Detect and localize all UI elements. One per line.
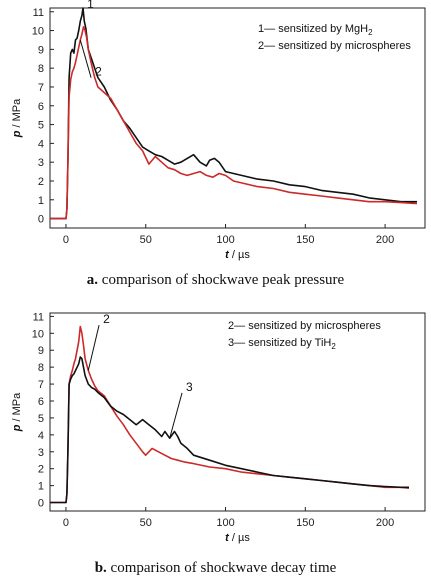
series-line-3 — [50, 356, 409, 504]
x-tick-label: 150 — [296, 517, 314, 529]
y-axis-label: p / MPa — [11, 392, 23, 432]
y-tick-label: 2 — [38, 464, 44, 476]
legend-dash: — — [234, 337, 248, 349]
y-tick-label: 2 — [38, 176, 44, 188]
y-tick-label: 0 — [38, 498, 44, 510]
legend-entry-3: 3— sensitized by TiH2 — [228, 337, 336, 351]
legend-dash: — — [234, 320, 248, 332]
legend-text: sensitized by microspheres — [278, 40, 411, 52]
y-tick-label: 8 — [38, 362, 44, 374]
x-axis-var: t — [225, 249, 230, 261]
y-axis-label: p / MPa — [11, 98, 23, 138]
legend-number: 2 — [258, 40, 264, 52]
x-axis-label: t / µs — [225, 249, 250, 261]
chart-b: 0 1 2 3 4 5 6 7 8 9 10 11 0 50 100 150 200 t / µs p / MPa 2… — [11, 311, 426, 544]
y-axis-var: p — [11, 424, 23, 432]
curve-leader-2 — [79, 39, 92, 78]
y-tick-label: 11 — [33, 7, 44, 19]
caption-b: b. comparison of shockwave decay time — [0, 560, 431, 577]
legend-dash: — — [264, 40, 278, 52]
x-tick-label: 200 — [376, 234, 394, 246]
caption-a: a. comparison of shockwave peak pressure — [0, 272, 431, 289]
y-axis-unit: / MPa — [11, 392, 23, 425]
series-line-2 — [50, 325, 410, 504]
y-tick-label: 11 — [33, 311, 44, 323]
series-line-1 — [50, 7, 417, 220]
x-tick-label: 200 — [376, 517, 394, 529]
curve-label-3: 3 — [186, 380, 193, 394]
legend-number: 3 — [228, 337, 234, 349]
legend-number: 1 — [258, 23, 264, 35]
y-tick-label: 9 — [38, 345, 44, 357]
caption-b-letter: b. — [94, 560, 107, 576]
legend-subscript: 2 — [368, 28, 373, 37]
y-tick-label: 5 — [38, 120, 44, 132]
plot-frame — [49, 312, 426, 512]
x-tick-label: 0 — [63, 517, 69, 529]
y-tick-label: 8 — [38, 63, 44, 75]
y-tick-label: 3 — [38, 447, 44, 459]
x-tick-label: 0 — [63, 234, 69, 246]
caption-a-text: comparison of shockwave peak pressure — [101, 272, 345, 288]
x-tick-label: 100 — [216, 234, 234, 246]
y-tick-label: 9 — [38, 44, 44, 56]
x-axis-label: t / µs — [225, 532, 250, 544]
legend-text: sensitized by microspheres — [248, 320, 381, 332]
curve-label-2: 2 — [95, 65, 102, 79]
legend-entry-2: 2— sensitized by microspheres — [228, 320, 381, 332]
legend-entry-2: 2— sensitized by microspheres — [258, 40, 411, 52]
legend-entry-1: 1— sensitized by MgH2 — [258, 23, 373, 37]
y-tick-label: 7 — [38, 379, 44, 391]
y-tick-label: 1 — [38, 481, 44, 493]
y-tick-label: 6 — [38, 101, 44, 113]
x-axis-unit: / µs — [229, 532, 251, 544]
chart-panel-b: 0 1 2 3 4 5 6 7 8 9 10 11 0 50 100 150 200 t / µs p / MPa 2… — [0, 291, 431, 582]
y-tick-label: 5 — [38, 413, 44, 425]
chart-panel-a: 0 1 2 3 4 5 6 7 8 9 10 11 0 50 100 150 200 t / µs p / MPa 1… — [11, 0, 426, 261]
x-axis-var: t — [225, 532, 230, 544]
caption-b-text: comparison of shockwave decay time — [110, 560, 337, 576]
curve-label-1: 1 — [87, 0, 94, 11]
x-tick-label: 150 — [296, 234, 314, 246]
x-tick-label: 50 — [140, 517, 152, 529]
legend-subscript: 2 — [331, 342, 336, 351]
legend-dash: — — [264, 23, 278, 35]
legend-number: 2 — [228, 320, 234, 332]
y-tick-label: 10 — [32, 26, 44, 38]
curve-leader-3 — [169, 392, 183, 439]
y-tick-label: 6 — [38, 396, 44, 408]
plot-frame — [49, 7, 426, 229]
series-line-2 — [50, 25, 418, 220]
y-tick-label: 10 — [32, 328, 44, 340]
curve-leader-2 — [87, 325, 100, 371]
y-tick-label: 0 — [38, 214, 44, 226]
y-tick-label: 4 — [38, 430, 44, 442]
x-tick-label: 50 — [140, 234, 152, 246]
x-tick-label: 100 — [216, 517, 234, 529]
curve-label-2: 2 — [103, 312, 110, 326]
caption-a-letter: a. — [86, 272, 99, 288]
legend-text: sensitized by TiH — [248, 337, 331, 349]
y-tick-label: 3 — [38, 157, 44, 169]
y-tick-label: 1 — [38, 195, 44, 207]
y-axis-unit: / MPa — [11, 98, 23, 131]
y-tick-label: 4 — [38, 138, 44, 150]
y-axis-var: p — [11, 130, 23, 138]
legend-text: sensitized by MgH — [278, 23, 368, 35]
y-tick-label: 7 — [38, 82, 44, 94]
x-axis-unit: / µs — [229, 249, 251, 261]
